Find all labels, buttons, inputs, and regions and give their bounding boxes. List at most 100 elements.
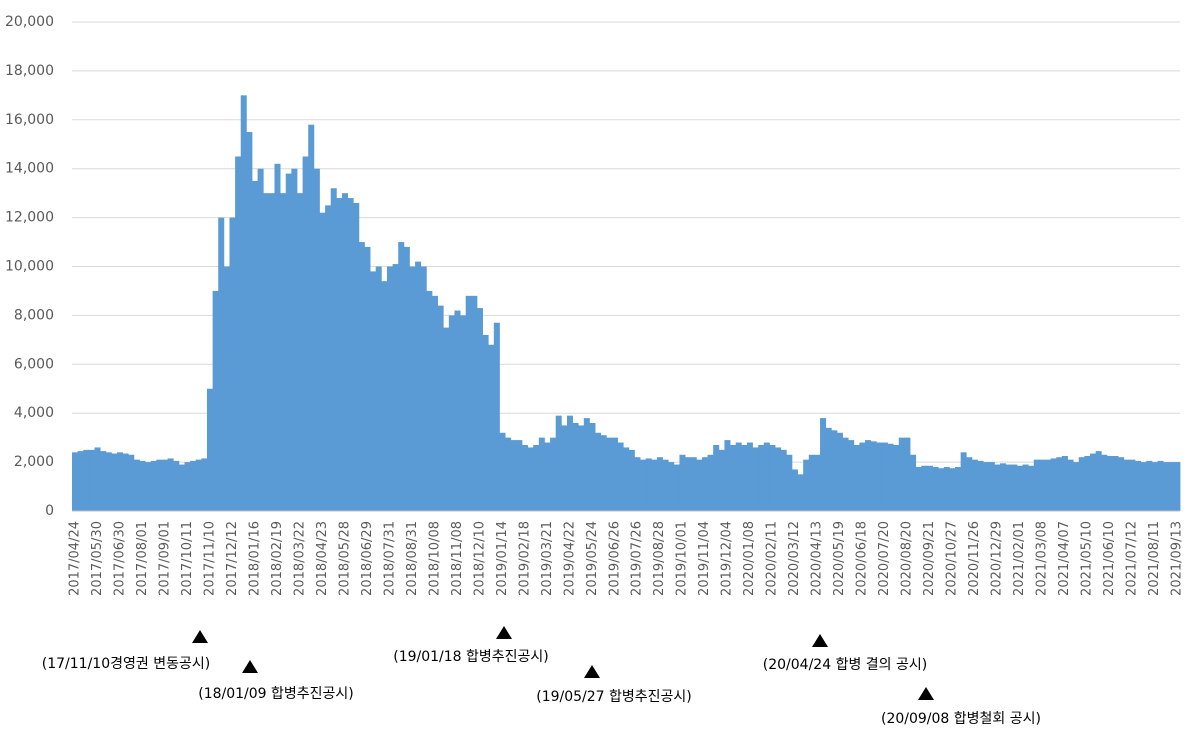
bar (133, 459, 140, 511)
x-tick-label: 2020/02/11 (765, 521, 780, 596)
x-tick-label: 2021/05/10 (1080, 521, 1095, 596)
y-tick-label: 10,000 (5, 259, 54, 275)
bar (437, 305, 444, 511)
bar (291, 168, 298, 511)
bar (1101, 454, 1108, 511)
x-tick-label: 2021/08/11 (1147, 521, 1162, 596)
bar (505, 437, 512, 511)
bar (150, 460, 157, 511)
bar (814, 454, 821, 511)
x-tick-label: 2020/08/20 (900, 521, 915, 596)
bar (201, 458, 208, 511)
bar (1073, 462, 1080, 511)
bar (662, 459, 669, 511)
bar (758, 444, 765, 511)
bar (583, 418, 590, 511)
bar (358, 242, 365, 512)
bar (606, 437, 613, 511)
bar (1118, 457, 1125, 511)
bar (1112, 455, 1119, 511)
bar (881, 442, 888, 511)
bar (111, 453, 118, 511)
bar (724, 440, 731, 511)
bar (476, 308, 483, 511)
y-tick-label: 2,000 (14, 454, 54, 470)
bar (1135, 460, 1142, 511)
bar (932, 466, 939, 511)
y-tick-label: 20,000 (5, 14, 54, 30)
x-tick-label: 2020/06/18 (855, 521, 870, 596)
x-tick-label: 2020/01/08 (742, 521, 757, 596)
bar (696, 459, 703, 511)
bar (510, 440, 517, 511)
x-tick-label: 2019/03/21 (540, 521, 555, 596)
bar (499, 432, 506, 511)
bar (983, 462, 990, 511)
bar (825, 427, 832, 511)
bar (848, 440, 855, 511)
x-tick-label: 2017/09/01 (157, 521, 172, 596)
bar (471, 295, 478, 511)
x-tick-label: 2018/05/28 (337, 521, 352, 596)
bar (296, 193, 303, 511)
bar (190, 460, 197, 511)
bar (1022, 464, 1029, 511)
x-tick-label: 2018/02/19 (270, 521, 285, 596)
annotation: (17/11/10경영권 변동공시) (42, 656, 210, 672)
bar (83, 449, 90, 511)
bar (769, 444, 776, 511)
bar (1163, 462, 1170, 511)
bar (1090, 453, 1097, 511)
bar (1016, 465, 1023, 511)
bar (1095, 451, 1102, 511)
bar (752, 447, 759, 511)
bar (1157, 460, 1164, 511)
bar (465, 295, 472, 511)
bar (865, 440, 872, 511)
bar (403, 246, 410, 511)
x-tick-label: 2020/10/27 (945, 521, 960, 596)
bar (72, 452, 79, 511)
bar (319, 212, 326, 511)
bar (223, 266, 230, 511)
bar (938, 468, 945, 511)
bar (448, 315, 455, 511)
bar (876, 442, 883, 511)
bar (538, 437, 545, 511)
annotation: (20/04/24 합병 결의 공시) (763, 657, 927, 673)
x-tick-label: 2018/01/16 (247, 521, 262, 596)
bar (1084, 455, 1091, 511)
x-tick-label: 2018/08/31 (405, 521, 420, 596)
bar (443, 327, 450, 511)
bar (381, 281, 388, 511)
x-tick-label: 2019/10/01 (675, 521, 690, 596)
bar (173, 460, 180, 511)
bar (302, 156, 309, 511)
bar (656, 457, 663, 511)
x-tick-label: 2020/12/29 (990, 521, 1005, 596)
bar (116, 452, 124, 511)
x-tick-label: 2019/05/24 (585, 521, 600, 596)
bar (1056, 457, 1063, 511)
x-tick-label: 2017/11/10 (202, 521, 217, 596)
bar (431, 295, 438, 511)
x-tick-label: 2019/12/04 (720, 521, 735, 596)
bar (268, 193, 275, 511)
annotation: (19/01/18 합병추진공시) (393, 649, 549, 665)
bar (1061, 455, 1068, 511)
bar (775, 447, 782, 511)
x-tick-label: 2018/04/23 (315, 521, 330, 596)
bar (831, 430, 838, 511)
bar (246, 132, 253, 511)
bar (364, 246, 371, 511)
bar (420, 266, 427, 511)
x-tick-label: 2018/06/29 (360, 521, 375, 596)
x-tick-label: 2018/11/08 (450, 521, 465, 596)
bar (859, 442, 866, 511)
bar (392, 264, 399, 511)
bar (842, 437, 849, 511)
x-tick-label: 2020/07/20 (877, 521, 892, 596)
bar (1067, 459, 1074, 511)
bar (1050, 458, 1057, 511)
bar (679, 454, 686, 511)
